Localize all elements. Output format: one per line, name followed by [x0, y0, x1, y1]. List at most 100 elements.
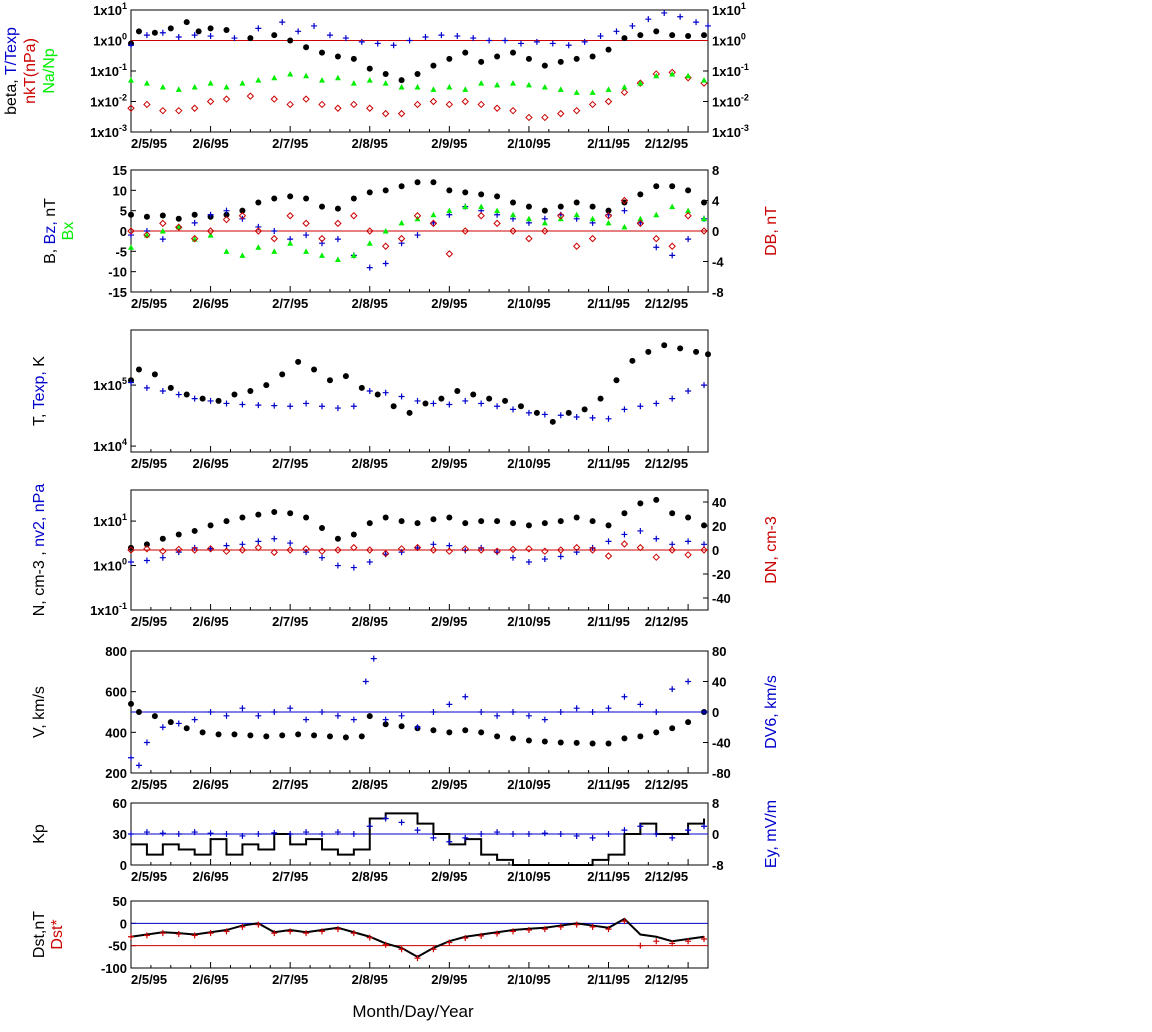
data-point-green — [605, 219, 612, 226]
data-point-red — [334, 546, 342, 554]
data-point-black — [398, 183, 405, 190]
data-point-blue — [135, 762, 142, 769]
data-point-black — [621, 735, 628, 742]
data-point-black — [334, 535, 341, 542]
data-point-blue — [478, 831, 485, 837]
data-point-black — [510, 520, 517, 527]
data-point-red — [287, 928, 294, 935]
data-point-blue — [382, 260, 389, 267]
data-point-blue — [350, 564, 357, 571]
data-point-red — [541, 113, 549, 122]
data-point-green — [605, 86, 612, 92]
y-axis-label-left-line: Dst* — [49, 919, 66, 949]
data-point-black — [494, 193, 501, 200]
data-point-blue — [494, 829, 501, 836]
y-tick-label-right: 8 — [712, 163, 719, 178]
data-point-black — [366, 713, 373, 720]
data-point-black — [135, 366, 142, 373]
data-point-black — [525, 203, 532, 210]
data-point-black — [701, 199, 708, 206]
data-point-red — [652, 234, 660, 243]
data-point-blue — [517, 40, 524, 47]
data-point-green — [334, 74, 341, 81]
data-point-green — [303, 72, 310, 79]
data-point-black — [295, 731, 302, 738]
data-point-blue — [653, 831, 660, 837]
data-point-black — [295, 358, 302, 365]
data-point-black — [669, 32, 676, 39]
data-point-green — [589, 89, 596, 95]
data-point-blue — [462, 397, 469, 404]
data-point-red — [128, 933, 134, 940]
data-point-blue — [446, 401, 453, 408]
data-point-black — [462, 520, 469, 527]
data-point-blue — [589, 544, 596, 551]
data-point-blue — [653, 244, 660, 251]
data-point-red — [493, 219, 501, 228]
data-point-blue — [191, 544, 198, 551]
data-point-blue — [128, 379, 134, 386]
x-tick-label: 2/6/95 — [193, 972, 229, 987]
data-point-black — [589, 518, 596, 525]
data-point-red — [652, 553, 660, 561]
data-point-black — [685, 33, 692, 40]
data-point-red — [604, 97, 613, 106]
data-point-red — [222, 547, 231, 555]
data-point-blue — [382, 716, 389, 723]
data-point-red — [398, 946, 405, 953]
data-point-red — [350, 100, 358, 109]
data-point-blue — [342, 35, 349, 42]
data-point-blue — [143, 739, 150, 746]
data-point-green — [303, 248, 310, 254]
data-point-black — [446, 729, 453, 736]
data-point-red — [222, 95, 231, 103]
data-point-green — [366, 240, 373, 246]
data-point-red — [461, 545, 469, 553]
y-tick-label-right: 20 — [712, 519, 726, 534]
data-point-green — [525, 81, 532, 88]
data-point-black — [510, 49, 517, 56]
data-point-black — [159, 535, 166, 542]
data-point-red — [604, 552, 613, 560]
data-point-red — [509, 227, 517, 235]
data-point-red — [461, 97, 469, 106]
x-tick-label: 2/6/95 — [193, 296, 229, 311]
data-point-black — [191, 527, 198, 534]
data-point-blue — [366, 823, 373, 830]
data-point-red — [573, 921, 580, 928]
data-point-green — [175, 86, 182, 92]
data-point-black — [478, 58, 485, 65]
y-tick-label-right: 1x101 — [712, 1, 746, 18]
y-tick-label-right: 40 — [712, 495, 726, 510]
data-point-green — [159, 228, 166, 234]
panel-p4: 2/5/95 2/6/95 2/7/95 2/8/95 2/9/95 2/10/95 2/1… — [31, 484, 780, 629]
x-tick-label: 2/11/95 — [587, 456, 630, 471]
y-axis-label-right: Ey, mV/m — [763, 800, 780, 868]
data-point-blue — [510, 406, 517, 413]
data-point-blue — [143, 384, 150, 391]
data-point-red — [302, 95, 310, 103]
data-point-blue — [478, 709, 485, 715]
data-point-blue — [159, 830, 166, 837]
data-point-blue — [287, 705, 294, 712]
data-point-green — [462, 203, 469, 210]
y-tick-label-right: -40 — [712, 591, 731, 606]
data-point-blue — [669, 686, 676, 693]
data-point-black — [350, 55, 357, 62]
data-point-red — [270, 95, 278, 103]
data-point-red — [525, 927, 532, 934]
data-point-green — [398, 219, 405, 226]
data-point-red — [445, 250, 454, 258]
data-point-blue — [645, 16, 652, 23]
data-point-blue — [557, 553, 564, 560]
data-point-black — [319, 49, 326, 56]
x-tick-label: 2/8/95 — [352, 456, 388, 471]
data-point-red — [525, 113, 533, 122]
data-point-blue — [637, 403, 644, 410]
data-point-green — [350, 252, 357, 258]
data-point-blue — [605, 705, 612, 712]
data-point-blue — [605, 831, 612, 837]
data-point-blue — [350, 403, 357, 410]
data-point-red — [206, 545, 215, 553]
x-tick-label: 2/6/95 — [193, 614, 229, 629]
